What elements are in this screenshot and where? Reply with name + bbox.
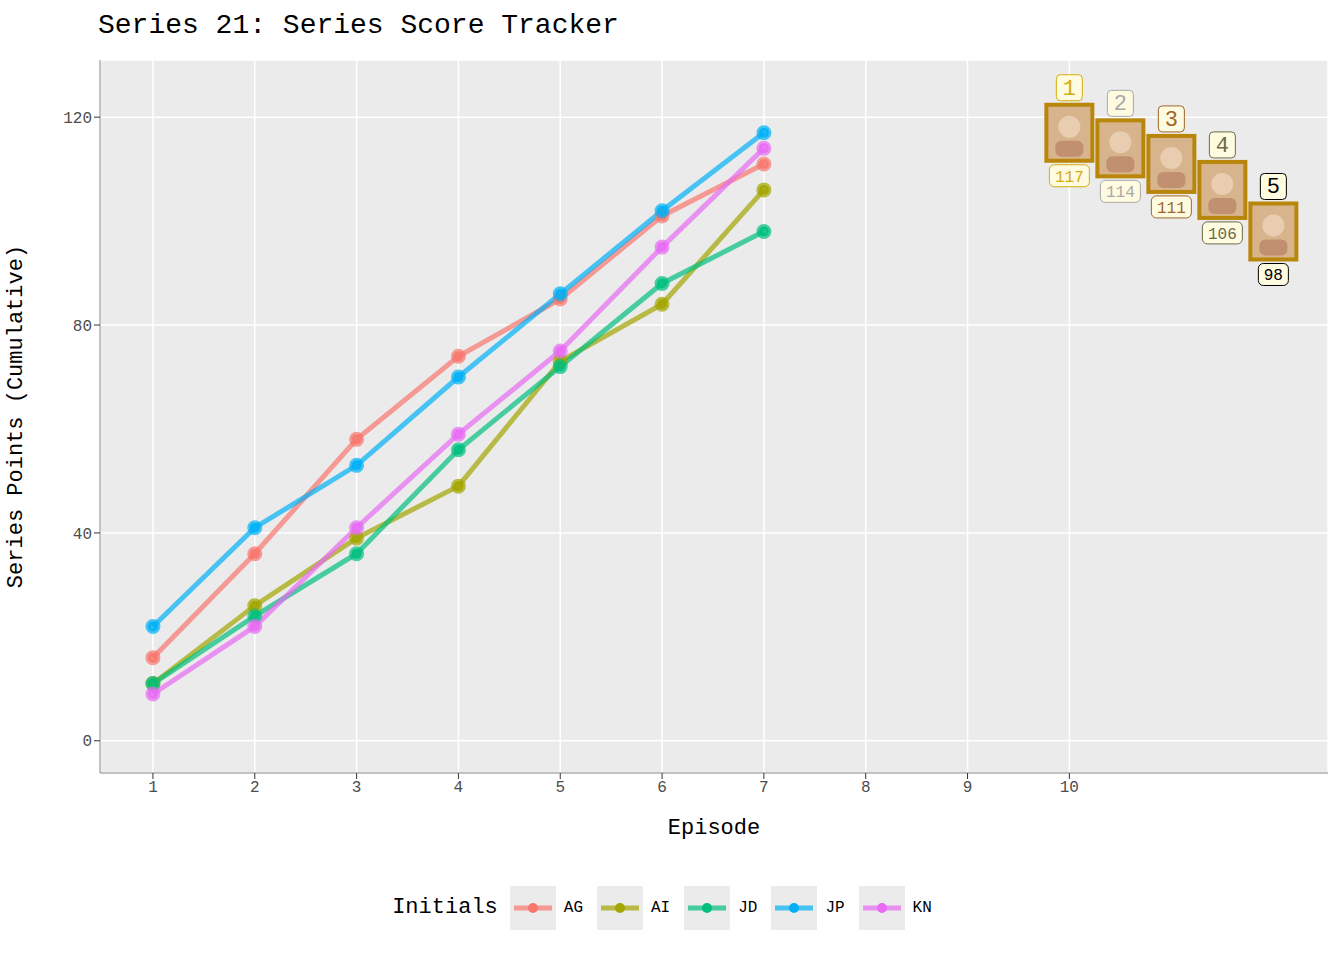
svg-text:6: 6 bbox=[657, 779, 667, 797]
svg-text:8: 8 bbox=[861, 779, 871, 797]
svg-text:1: 1 bbox=[1063, 77, 1076, 102]
svg-text:106: 106 bbox=[1208, 226, 1237, 244]
html-text:KN: KN bbox=[912, 899, 932, 917]
svg-text:0: 0 bbox=[82, 733, 92, 751]
svg-text:98: 98 bbox=[1264, 267, 1283, 285]
html-text:Series 21: Series Score Tracke: Series 21: Series Score Tracker bbox=[98, 10, 619, 41]
svg-text:4: 4 bbox=[1216, 134, 1229, 159]
html-text:AI: AI bbox=[651, 899, 671, 917]
svg-text:117: 117 bbox=[1055, 169, 1084, 187]
svg-text:5: 5 bbox=[1267, 175, 1280, 200]
svg-text:111: 111 bbox=[1157, 200, 1186, 218]
svg-text:3: 3 bbox=[352, 779, 362, 797]
svg-text:5: 5 bbox=[555, 779, 565, 797]
svg-text:9: 9 bbox=[963, 779, 973, 797]
svg-text:Episode: Episode bbox=[668, 816, 760, 841]
svg-text:3: 3 bbox=[1165, 108, 1178, 133]
svg-text:10: 10 bbox=[1060, 779, 1079, 797]
svg-text:80: 80 bbox=[73, 318, 92, 336]
html-text:JD: JD bbox=[738, 899, 758, 917]
svg-text:Series Points (Cumulative): Series Points (Cumulative) bbox=[4, 245, 29, 588]
svg-text:4: 4 bbox=[454, 779, 464, 797]
svg-text:7: 7 bbox=[759, 779, 769, 797]
svg-text:40: 40 bbox=[73, 526, 92, 544]
svg-text:114: 114 bbox=[1106, 184, 1135, 202]
html-text:Initials: Initials bbox=[392, 895, 498, 920]
svg-text:2: 2 bbox=[1114, 92, 1127, 117]
html-text:JP: JP bbox=[825, 899, 845, 917]
svg-text:2: 2 bbox=[250, 779, 260, 797]
svg-text:120: 120 bbox=[63, 110, 92, 128]
html-text:AG: AG bbox=[563, 899, 583, 917]
svg-text:1: 1 bbox=[148, 779, 158, 797]
